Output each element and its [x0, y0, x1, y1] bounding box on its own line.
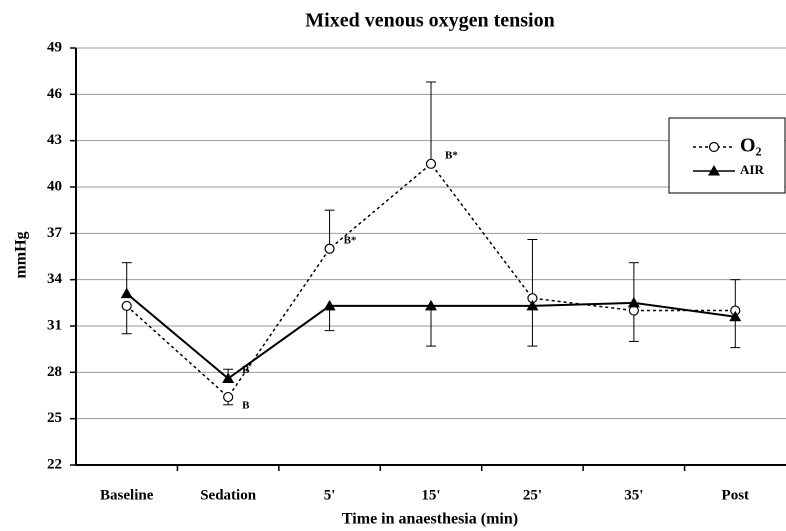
y-tick-label: 25: [47, 410, 62, 426]
data-point: [222, 372, 235, 384]
y-tick-label: 49: [47, 39, 62, 55]
x-tick-label: 35': [624, 487, 643, 503]
y-tick-label: 43: [47, 132, 62, 148]
legend-label: AIR: [740, 162, 764, 177]
legend-box: [668, 117, 786, 194]
data-point: [627, 296, 640, 308]
y-tick-label: 40: [47, 178, 62, 194]
x-tick-label: 15': [421, 487, 440, 503]
data-point: [324, 243, 335, 254]
x-tick-label: Post: [722, 487, 750, 503]
chart-title: Mixed venous oxygen tension: [305, 10, 554, 32]
y-tick-label: 34: [47, 271, 63, 287]
data-point: [323, 299, 336, 311]
y-tick-label: 31: [47, 317, 62, 333]
y-tick-label: 46: [47, 86, 63, 102]
data-point: [425, 299, 437, 311]
legend-marker: [708, 165, 720, 176]
data-point: [425, 158, 437, 169]
legend-label: O₂: [740, 135, 762, 157]
data-point: [628, 305, 639, 316]
y-axis-label: mmHg: [13, 231, 30, 278]
point-label: B: [242, 400, 250, 412]
point-label: B*: [344, 234, 357, 246]
y-tick-label: 22: [47, 456, 62, 472]
series-line: [126, 162, 736, 399]
data-point: [729, 310, 742, 322]
y-tick-label: 37: [47, 225, 63, 241]
x-tick-label: 25': [523, 487, 542, 503]
x-tick-label: Baseline: [100, 487, 154, 503]
legend: O₂ AIR: [668, 117, 786, 194]
x-axis-label: Time in anaesthesia (min): [342, 511, 518, 528]
point-label: B*: [445, 149, 458, 161]
data-point: [120, 287, 133, 299]
x-tick-label: 5': [324, 487, 336, 503]
data-point: [223, 391, 234, 403]
data-point: [121, 300, 132, 312]
y-tick-label: 28: [47, 364, 62, 380]
data-point: [526, 299, 539, 311]
point-label: B: [242, 364, 250, 376]
legend-marker: [708, 141, 720, 153]
x-tick-label: Sedation: [200, 487, 257, 503]
